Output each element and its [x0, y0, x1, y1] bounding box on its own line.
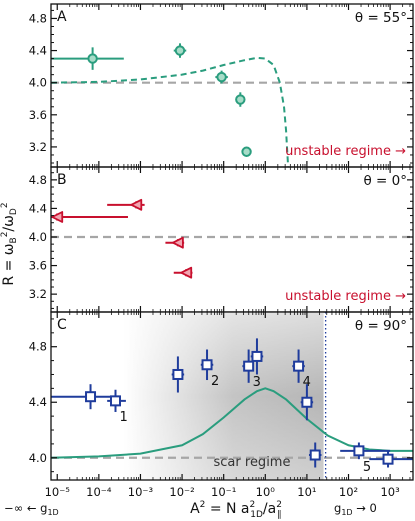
- data-point: [241, 146, 252, 157]
- svg-text:g1D → 0: g1D → 0: [334, 501, 377, 517]
- marker-circle: [235, 94, 246, 105]
- x-tick-label: 10⁻³: [128, 485, 154, 499]
- panel-letter: B: [57, 172, 67, 188]
- data-point: 3: [242, 349, 261, 390]
- panel-c: 1 2 3 4 5 scar regime C θ = 90° 4.0 4.4 4.8: [29, 311, 414, 481]
- marker-triangle: [130, 198, 143, 211]
- y-tick-label: 4.8: [29, 173, 47, 187]
- x-tick-label: 10⁻¹: [211, 485, 236, 499]
- marker-triangle: [172, 236, 184, 249]
- data-point: [300, 384, 314, 421]
- data-point: [173, 43, 187, 58]
- right-note: g1D → 0: [334, 501, 377, 517]
- scar-region-glow: [123, 312, 324, 480]
- marker-circle: [87, 53, 98, 64]
- theta-label: θ = 55°: [355, 10, 407, 26]
- plot-area: [51, 43, 413, 167]
- point-label: 1: [119, 410, 127, 425]
- x-tick-label: 10⁻²: [169, 485, 194, 499]
- y-tick-label: 3.6: [29, 108, 47, 122]
- marker-circle: [174, 45, 186, 56]
- marker-circle: [216, 71, 227, 83]
- panel-letter: A: [57, 9, 67, 25]
- y-tick-label: 4.0: [29, 76, 47, 90]
- data-point: 4: [292, 349, 311, 390]
- data-point: [51, 384, 116, 410]
- marker-square: [109, 395, 121, 407]
- data-point: 5: [340, 442, 391, 475]
- marker-triangle: [51, 211, 64, 223]
- data-point: [250, 338, 264, 375]
- x-axis-label: A2 = N a2 1D/a2 ∥: [190, 500, 282, 520]
- marker-square: [353, 445, 365, 457]
- svg-text:R = ωB2/ωD2: R = ωB2/ωD2: [0, 202, 19, 285]
- marker-square: [243, 360, 255, 372]
- y-tick-label: 4.8: [29, 11, 47, 25]
- y-axis-label: R = ωB2/ωD2: [0, 202, 19, 285]
- y-tick-label: 3.2: [29, 140, 47, 154]
- data-point: [165, 236, 185, 249]
- panel-letter: C: [57, 317, 67, 333]
- left-note: −∞ ← g1D: [4, 501, 59, 517]
- marker-square: [301, 396, 313, 408]
- y-tick-label: 4.4: [29, 395, 47, 409]
- data-point: [171, 356, 185, 393]
- x-tick-label: 10⁻⁴: [86, 485, 112, 499]
- plot-area: [51, 198, 413, 279]
- panel-b: unstable regime → B θ = 0° 3.2 3.6 4.0 4.4 4.8: [29, 166, 414, 313]
- y-tick-label: 4.4: [29, 201, 47, 215]
- marker-triangle: [180, 266, 193, 279]
- data-point: [308, 442, 322, 468]
- y-tick-label: 4.0: [29, 451, 47, 465]
- point-label: 2: [211, 374, 219, 389]
- x-tick-label: 10³: [380, 485, 400, 499]
- point-label: 3: [253, 375, 261, 390]
- data-point: 2: [200, 349, 219, 389]
- marker-square: [293, 360, 305, 372]
- data-point: [107, 198, 145, 211]
- x-tick-label: 10¹: [297, 485, 316, 499]
- x-tick-label: 10⁻⁵: [45, 485, 71, 499]
- marker-square: [172, 368, 184, 380]
- theta-label: θ = 90°: [355, 318, 407, 334]
- data-point: [51, 211, 128, 223]
- marker-square: [251, 350, 263, 362]
- scar-label: scar regime: [214, 455, 291, 470]
- data-point: [51, 47, 124, 70]
- y-tick-label: 4.4: [29, 44, 47, 58]
- marker-square: [85, 391, 97, 403]
- y-tick-label: 3.2: [29, 287, 47, 301]
- svg-text:−∞ ← g1D: −∞ ← g1D: [4, 501, 59, 517]
- data-point: 1: [107, 389, 128, 425]
- panel-frame: [50, 311, 414, 481]
- marker-circle: [241, 146, 252, 157]
- data-point: [173, 266, 193, 279]
- panel-frame: [50, 3, 414, 168]
- point-label: 5: [363, 460, 371, 475]
- panel-a: unstable regime → A θ = 55° 3.2 3.6 4.0 4.4 4.8: [29, 3, 414, 168]
- theory-curve: [51, 56, 290, 167]
- data-point: [369, 450, 413, 468]
- point-label: 4: [303, 375, 311, 390]
- marker-square: [201, 359, 213, 371]
- marker-square: [382, 453, 394, 465]
- plot-area: 1 2 3 4 5: [51, 312, 413, 480]
- x-tick-label: 10⁰: [256, 485, 276, 499]
- data-point: [215, 70, 228, 84]
- y-tick-label: 4.0: [29, 230, 47, 244]
- y-tick-label: 3.6: [29, 259, 47, 273]
- data-point: [235, 92, 246, 107]
- y-tick-label: 4.8: [29, 340, 47, 354]
- unstable-annotation: unstable regime →: [285, 289, 406, 304]
- marker-square: [309, 449, 321, 461]
- x-tick-label: 10²: [339, 485, 358, 499]
- unstable-annotation: unstable regime →: [285, 144, 406, 159]
- theta-label: θ = 0°: [364, 173, 408, 189]
